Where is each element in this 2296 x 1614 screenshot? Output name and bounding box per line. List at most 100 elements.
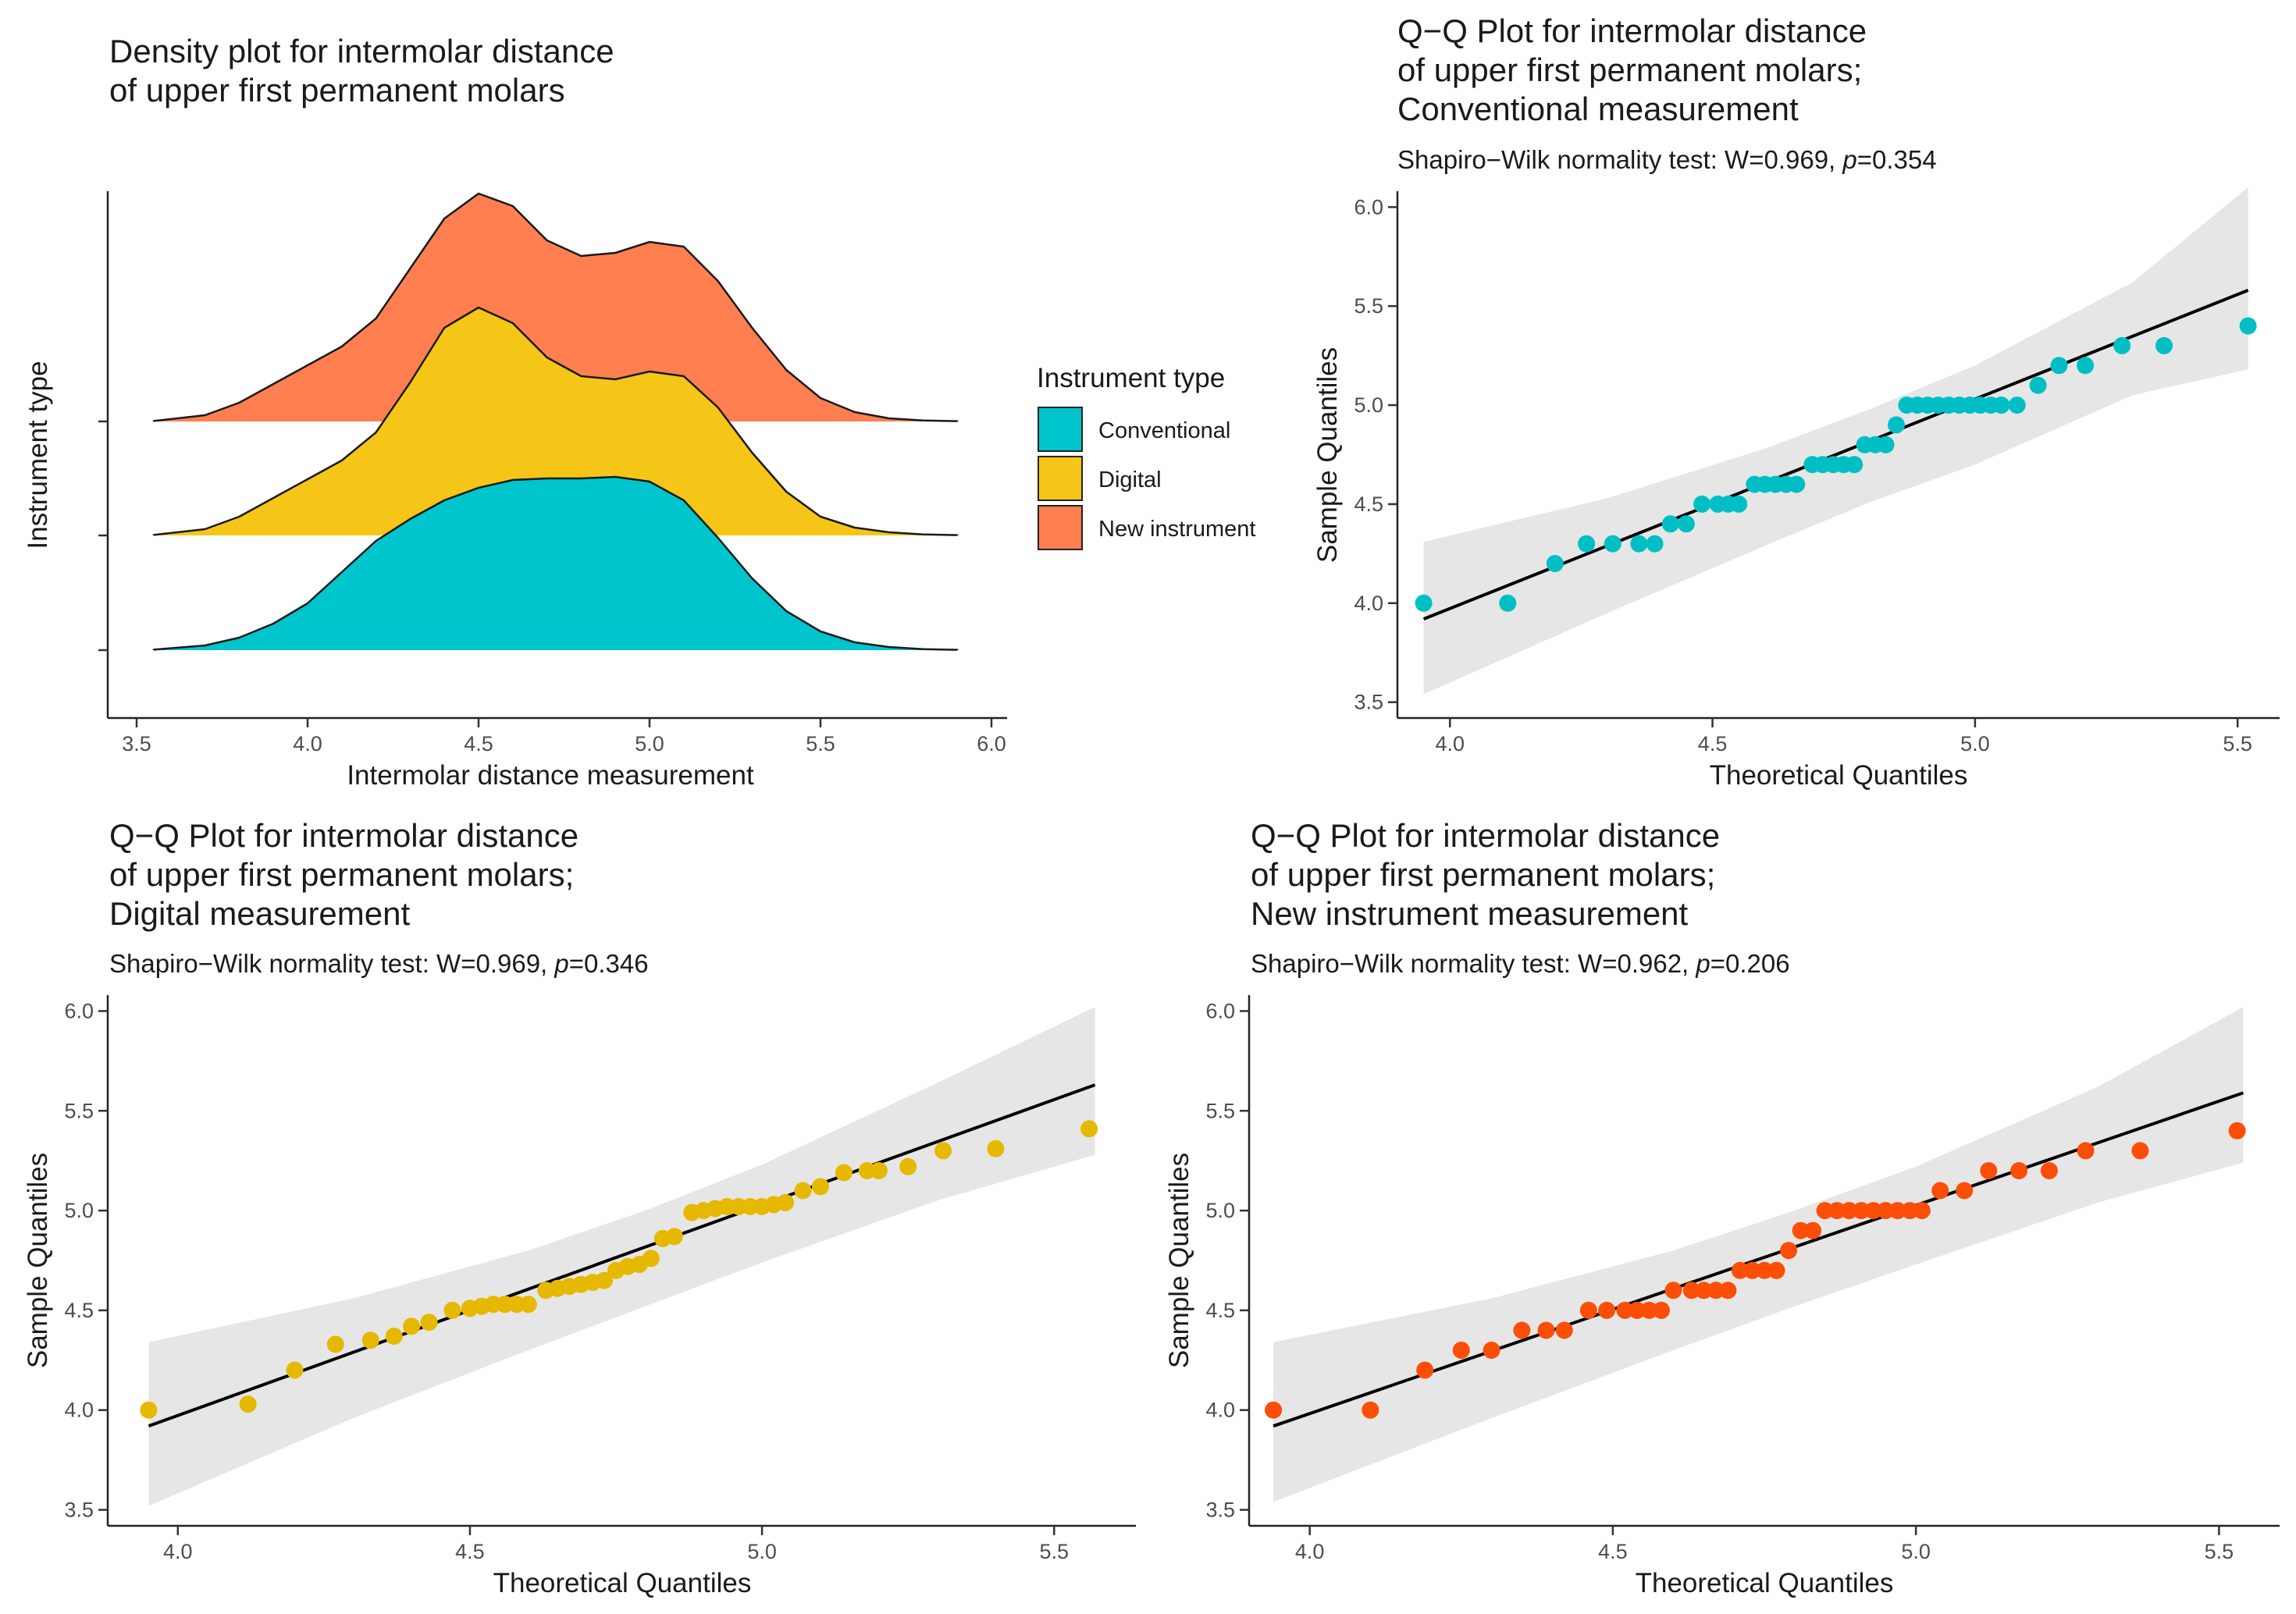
qq-digital-x-tick-label: 5.5: [1039, 1540, 1069, 1563]
qq-new-instrument-point: [2040, 1162, 2058, 1179]
density-area-digital: [153, 308, 958, 535]
qq-digital-y-tick-label: 4.0: [64, 1399, 94, 1422]
qq-new-instrument-point: [1901, 1202, 1919, 1220]
qq-new-instrument-point: [1537, 1321, 1555, 1339]
qq-digital-axes: [106, 995, 1136, 1527]
qq-new-instrument-point: [1888, 1202, 1906, 1220]
qq-new-instrument-subtitle-value: =0.206: [1710, 949, 1790, 978]
qq-new-instrument-point: [1980, 1162, 1998, 1179]
qq-digital-point: [596, 1271, 614, 1289]
density-x-tick-label: 5.0: [635, 732, 664, 755]
qq-new-instrument-x-tick-label: 5.0: [1901, 1540, 1931, 1563]
qq-conventional-title-line-3: Conventional measurement: [1397, 91, 1799, 127]
legend-swatch-conventional: [1038, 407, 1083, 452]
density-x-tick-label: 3.5: [122, 732, 151, 755]
qq-digital-y-tick-label: 5.0: [64, 1199, 94, 1222]
qq-new-instrument-point: [1653, 1301, 1670, 1319]
qq-new-instrument-point: [1864, 1202, 1882, 1220]
qq-new-instrument-point: [1452, 1342, 1470, 1359]
qq-digital-point: [286, 1361, 304, 1379]
qq-new-instrument-y-axis-title: Sample Quantiles: [1164, 1153, 1194, 1368]
qq-digital-point: [642, 1250, 660, 1267]
qq-digital-y-tick-label: 5.5: [64, 1099, 94, 1122]
qq-new-instrument-point: [1707, 1282, 1725, 1299]
qq-digital-x-tick-label: 4.0: [163, 1540, 193, 1563]
density-x-axis-title: Intermolar distance measurement: [347, 760, 754, 791]
qq-new-instrument-subtitle-p: p: [1695, 949, 1710, 978]
qq-conventional-x-tick-label: 5.0: [1960, 732, 1990, 755]
qq-digital-point: [987, 1139, 1005, 1157]
qq-digital-point: [519, 1296, 537, 1314]
qq-digital-plot-area: [140, 1007, 1098, 1506]
density-outline-digital: [152, 306, 959, 536]
qq-new-instrument-panel: Q−Q Plot for intermolar distance of uppe…: [1164, 817, 2280, 1598]
qq-new-instrument-point: [1664, 1282, 1682, 1299]
density-y-axis-title: Instrument type: [23, 361, 53, 549]
qq-digital-point: [777, 1193, 794, 1211]
qq-new-instrument-point: [1731, 1261, 1749, 1279]
qq-digital-x-tick-label: 4.5: [455, 1540, 485, 1563]
qq-digital-panel: Q−Q Plot for intermolar distance of uppe…: [23, 817, 1136, 1598]
qq-new-instrument-point: [1555, 1321, 1573, 1339]
qq-digital-y-tick-label: 6.0: [64, 999, 94, 1022]
qq-digital-title-line-3: Digital measurement: [109, 895, 410, 932]
legend-label-conventional: Conventional: [1098, 418, 1230, 443]
qq-digital-title-line-2: of upper first permanent molars;: [109, 856, 574, 893]
qq-conventional-point: [1661, 515, 1679, 533]
qq-digital-subtitle-value: =0.346: [569, 949, 649, 978]
qq-conventional-subtitle-p: p: [1842, 145, 1856, 174]
legend-title: Instrument type: [1037, 363, 1225, 393]
qq-new-instrument-point: [1804, 1221, 1822, 1239]
legend-swatch-new-instrument: [1038, 505, 1083, 550]
legend-entry-new-instrument: New instrument: [1038, 505, 1255, 550]
qq-digital-point: [403, 1317, 421, 1335]
qq-conventional-point: [1630, 535, 1648, 553]
density-panel: Density plot for intermolar distance of …: [23, 33, 1007, 791]
qq-new-instrument-point: [1598, 1301, 1616, 1319]
density-axes: [98, 191, 1007, 720]
qq-digital-point: [239, 1395, 257, 1413]
qq-digital-point: [899, 1157, 917, 1175]
qq-new-instrument-point: [1616, 1301, 1634, 1319]
qq-new-instrument-axes: [1248, 995, 2280, 1527]
qq-conventional-ticks: 4.0 4.5 5.0 5.5 3.5 4.0 4.5 5.0 5.5 6.0: [1354, 195, 2252, 755]
qq-digital-subtitle-p: p: [554, 949, 568, 978]
qq-new-instrument-point: [1513, 1321, 1531, 1339]
qq-conventional-point: [1992, 396, 2010, 414]
legend-entry-digital: Digital: [1038, 456, 1162, 501]
qq-digital-title-line-1: Q−Q Plot for intermolar distance: [109, 817, 578, 854]
qq-new-instrument-point: [1483, 1342, 1500, 1359]
qq-new-instrument-point: [1743, 1261, 1761, 1279]
qq-digital-point: [870, 1162, 888, 1179]
qq-conventional-y-tick-label: 4.5: [1354, 492, 1383, 516]
legend: Instrument type Conventional Digital New…: [1037, 363, 1255, 550]
qq-new-instrument-point: [1719, 1282, 1737, 1299]
density-outline-new-instrument: [152, 192, 959, 422]
qq-conventional-point: [1693, 495, 1711, 513]
qq-conventional-y-tick-label: 4.0: [1354, 592, 1383, 615]
qq-new-instrument-point: [1956, 1182, 1974, 1200]
qq-conventional-x-axis-title: Theoretical Quantiles: [1710, 760, 1968, 791]
qq-new-instrument-y-tick-label: 4.0: [1205, 1399, 1235, 1422]
qq-new-instrument-x-axis-title: Theoretical Quantiles: [1636, 1568, 1894, 1598]
qq-conventional-point: [1730, 495, 1748, 513]
qq-conventional-subtitle-value: =0.354: [1857, 145, 1937, 174]
qq-new-instrument-point: [1931, 1182, 1949, 1200]
qq-new-instrument-point: [2010, 1162, 2028, 1179]
qq-digital-point: [934, 1142, 952, 1160]
qq-new-instrument-point: [1756, 1261, 1773, 1279]
density-title-line-2: of upper first permanent molars: [109, 72, 565, 108]
qq-new-instrument-point: [1840, 1202, 1858, 1220]
qq-conventional-point: [2029, 376, 2047, 394]
density-x-tick-label: 4.5: [464, 732, 493, 755]
qq-new-instrument-point: [1265, 1401, 1283, 1419]
density-title-line-1: Density plot for intermolar distance: [109, 33, 614, 69]
qq-conventional-point: [2077, 357, 2095, 375]
qq-new-instrument-y-tick-label: 5.0: [1205, 1199, 1235, 1222]
qq-digital-point: [443, 1301, 461, 1319]
qq-new-instrument-x-tick-label: 5.5: [2205, 1540, 2234, 1563]
qq-new-instrument-y-tick-label: 3.5: [1205, 1498, 1235, 1522]
qq-conventional-point: [1888, 416, 1905, 434]
qq-conventional-point: [1604, 535, 1621, 553]
qq-conventional-point: [1677, 515, 1695, 533]
